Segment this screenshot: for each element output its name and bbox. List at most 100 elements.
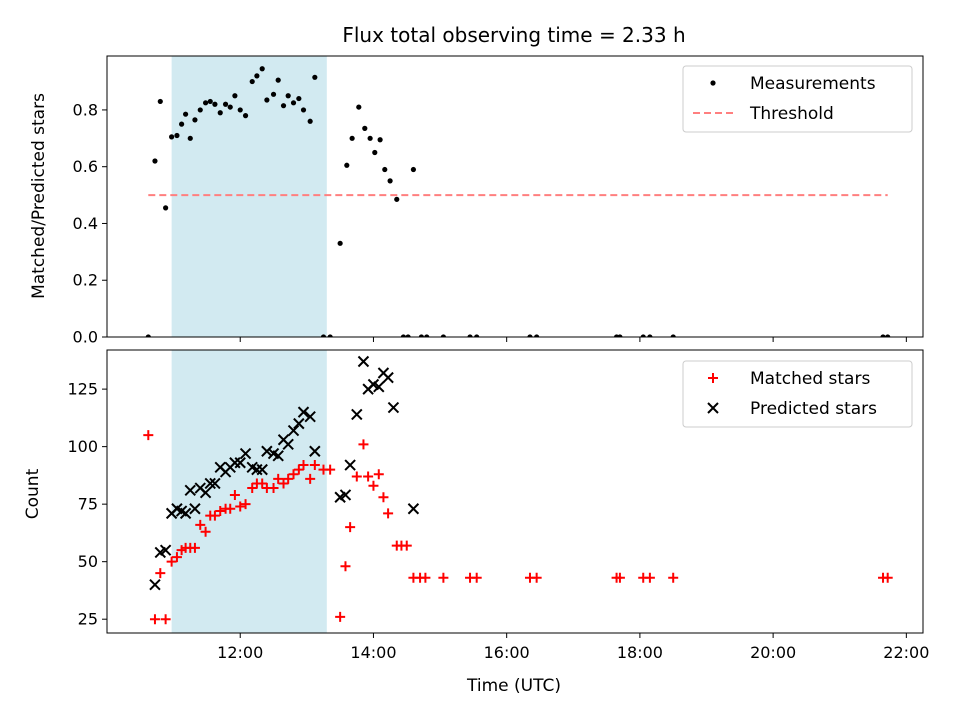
series-predicted-stars-point bbox=[199, 486, 212, 499]
series-matched-stars-point bbox=[235, 501, 246, 512]
series-matched-stars-point bbox=[340, 561, 351, 572]
series-measurements-point bbox=[377, 137, 383, 143]
series-predicted-stars-point bbox=[382, 371, 394, 384]
y-tick-label: 100 bbox=[67, 437, 98, 456]
series-predicted-stars-point bbox=[261, 445, 273, 457]
series-predicted-stars-point bbox=[339, 489, 352, 501]
series-measurements-point bbox=[367, 135, 373, 141]
series-matched-stars-point bbox=[189, 542, 200, 553]
series-measurements-point bbox=[157, 98, 163, 105]
series-measurements-point bbox=[187, 135, 193, 141]
series-predicted-stars-point bbox=[287, 424, 300, 437]
series-matched-stars-point bbox=[288, 469, 299, 480]
chart-title: Flux total observing time = 2.33 h bbox=[342, 23, 685, 47]
series-measurements-point bbox=[249, 78, 255, 85]
series-measurements-point bbox=[202, 100, 209, 106]
series-measurements-point bbox=[254, 73, 260, 79]
plot-frame bbox=[106, 349, 924, 634]
series-measurements-point bbox=[356, 104, 362, 110]
series-measurements-point bbox=[192, 117, 198, 123]
series-matched-stars-point bbox=[268, 483, 279, 494]
series-measurements-point bbox=[424, 334, 430, 337]
legend-measurements-swatch bbox=[710, 80, 716, 86]
series-measurements-point bbox=[242, 113, 249, 119]
series-measurements-point bbox=[275, 77, 281, 83]
series-measurements-point bbox=[382, 166, 388, 173]
series-measurements-point bbox=[296, 95, 302, 102]
series-matched-stars-point bbox=[160, 614, 171, 625]
series-measurements-point bbox=[227, 104, 233, 110]
series-measurements-point bbox=[362, 125, 368, 131]
series-measurements-point bbox=[400, 334, 407, 337]
x-tick-label: 14:00 bbox=[350, 643, 396, 662]
panel-top-y-axis-title: Matched/Predicted stars bbox=[29, 93, 49, 299]
series-measurements-point bbox=[467, 334, 473, 337]
observing-interval-band bbox=[171, 350, 327, 633]
series-predicted-stars-point bbox=[304, 411, 316, 423]
series-predicted-stars-point bbox=[256, 463, 268, 476]
series-measurements-point bbox=[312, 74, 318, 80]
series-measurements-point bbox=[307, 118, 313, 124]
series-matched-stars-point bbox=[309, 460, 320, 471]
y-tick-label: 0.4 bbox=[73, 214, 98, 233]
series-measurements-point bbox=[337, 240, 343, 246]
series-matched-stars-point bbox=[293, 464, 304, 475]
legend-box bbox=[682, 65, 913, 133]
series-matched-stars-point bbox=[471, 572, 482, 583]
observing-interval-band bbox=[171, 56, 327, 337]
legend-threshold-label: Threshold bbox=[749, 104, 834, 124]
x-tick-label: 16:00 bbox=[484, 643, 530, 662]
legend-matched-stars-label: Matched stars bbox=[750, 369, 870, 389]
series-predicted-stars-point bbox=[351, 408, 363, 421]
series-measurements-point bbox=[280, 103, 287, 109]
legend-box bbox=[682, 360, 913, 428]
series-matched-stars-point bbox=[335, 611, 346, 622]
series-measurements-point bbox=[259, 66, 265, 72]
series-measurements-point bbox=[640, 334, 646, 337]
series-matched-stars-point bbox=[438, 572, 449, 583]
plot-frame bbox=[106, 55, 924, 338]
series-measurements-point bbox=[474, 334, 480, 337]
panel-bottom-y-axis-title: Count bbox=[23, 468, 43, 519]
y-tick-label: 0.6 bbox=[73, 157, 98, 176]
panel-top: 0.0 0.2 0.4 0.6 0.8 Measurements Threshold bbox=[73, 55, 924, 347]
series-matched-stars-point bbox=[171, 552, 182, 563]
series-measurements-point bbox=[670, 334, 676, 337]
series-measurements-point bbox=[270, 91, 277, 97]
series-measurements-point bbox=[300, 107, 307, 113]
series-matched-stars-point bbox=[166, 556, 177, 567]
series-measurements-point bbox=[647, 334, 653, 337]
series-predicted-stars-point bbox=[293, 417, 305, 430]
series-matched-stars-point bbox=[195, 519, 206, 530]
series-measurements-point bbox=[327, 334, 333, 337]
series-predicted-stars-point bbox=[184, 484, 196, 497]
legend-measurements-label: Measurements bbox=[750, 74, 876, 94]
series-matched-stars-point bbox=[644, 572, 655, 583]
series-matched-stars-point bbox=[273, 473, 284, 484]
series-matched-stars-point bbox=[283, 473, 294, 484]
x-tick-label: 22:00 bbox=[883, 643, 929, 662]
series-measurements-point bbox=[285, 93, 291, 99]
series-matched-stars-point bbox=[278, 478, 289, 489]
series-matched-stars-point bbox=[882, 572, 893, 583]
series-matched-stars-point bbox=[325, 464, 336, 475]
x-tick-label: 20:00 bbox=[750, 643, 796, 662]
series-measurements-point bbox=[527, 334, 533, 337]
y-tick-label: 50 bbox=[78, 552, 98, 571]
series-measurements-point bbox=[207, 98, 213, 105]
series-measurements-point bbox=[152, 158, 158, 164]
y-tick-label: 0.0 bbox=[73, 328, 98, 347]
series-matched-stars-point bbox=[149, 614, 160, 625]
series-matched-stars-point bbox=[209, 510, 220, 521]
series-measurements-point bbox=[290, 100, 297, 106]
series-measurements-point bbox=[179, 121, 185, 127]
series-measurements-point bbox=[183, 111, 189, 117]
series-matched-stars-point bbox=[200, 526, 211, 537]
series-predicted-stars-point bbox=[357, 355, 370, 368]
y-tick-label: 0.2 bbox=[73, 271, 98, 290]
series-matched-stars-point bbox=[345, 522, 356, 533]
series-matched-stars-point bbox=[240, 499, 251, 510]
series-measurements-point bbox=[418, 334, 425, 337]
series-predicted-stars-point bbox=[179, 507, 192, 520]
